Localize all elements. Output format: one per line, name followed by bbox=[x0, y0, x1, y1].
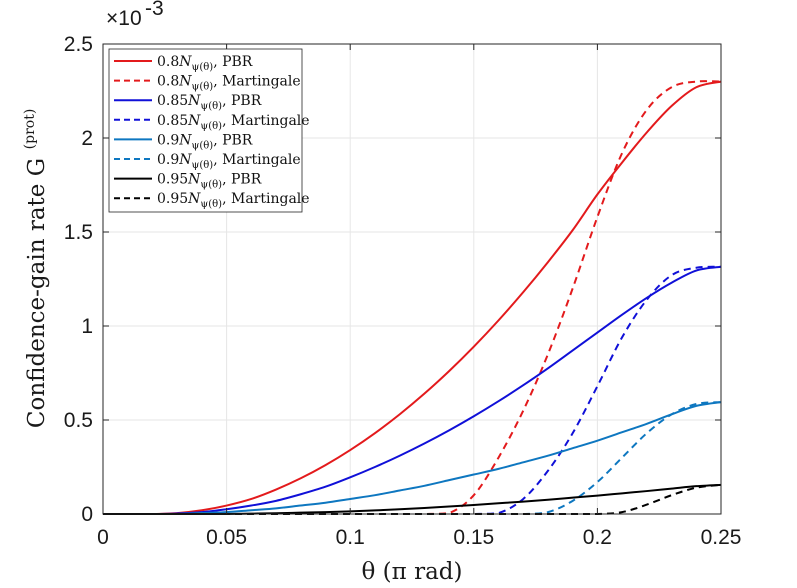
y-axis-label-superscript: (prot) bbox=[22, 109, 38, 150]
y-tick-label: 0 bbox=[81, 503, 93, 526]
x-tick-label: 0.25 bbox=[701, 526, 742, 549]
y-scale-factor: ×10 bbox=[106, 7, 142, 30]
x-axis-label: θ (π rad) bbox=[362, 559, 463, 585]
series-line-0.9-pbr bbox=[102, 401, 722, 516]
legend-box bbox=[108, 48, 303, 213]
y-scale-exponent: -3 bbox=[145, 0, 164, 20]
y-tick-label: 1 bbox=[81, 315, 93, 338]
ticks: 0 0.05 0.1 0.15 0.2 0.25 0 0.5 1 1.5 2 2.5 bbox=[64, 33, 742, 549]
y-tick-label: 1.5 bbox=[64, 221, 93, 244]
legend-label: 0.95Nψ(θ), PBR bbox=[157, 172, 262, 191]
x-tick-label: 0.2 bbox=[583, 526, 612, 549]
x-tick-label: 0.05 bbox=[206, 526, 247, 549]
legend-label: 0.8Nψ(θ), PBR bbox=[157, 54, 253, 73]
legend-label: 0.85Nψ(θ), Martingale bbox=[157, 113, 310, 132]
plot-frame bbox=[102, 43, 722, 515]
series-line-0.85-pbr bbox=[102, 265, 722, 516]
y-tick-label: 0.5 bbox=[64, 409, 93, 432]
y-tick-label: 2.5 bbox=[64, 33, 93, 56]
x-tick-label: 0 bbox=[97, 526, 109, 549]
y-tick-label: 2 bbox=[81, 127, 93, 150]
series-line-0.8-pbr bbox=[102, 80, 722, 516]
legend-label: 0.85Nψ(θ), PBR bbox=[157, 93, 262, 112]
y-axis-label: Confidence-gain rate G bbox=[24, 158, 50, 428]
x-tick-label: 0.15 bbox=[453, 526, 494, 549]
legend-label: 0.9Nψ(θ), PBR bbox=[157, 132, 253, 151]
legend-label: 0.9Nψ(θ), Martingale bbox=[157, 152, 301, 171]
x-tick-label: 0.1 bbox=[336, 526, 365, 549]
legend-label: 0.8Nψ(θ), Martingale bbox=[157, 74, 301, 93]
legend-label: 0.95Nψ(θ), Martingale bbox=[157, 191, 310, 210]
